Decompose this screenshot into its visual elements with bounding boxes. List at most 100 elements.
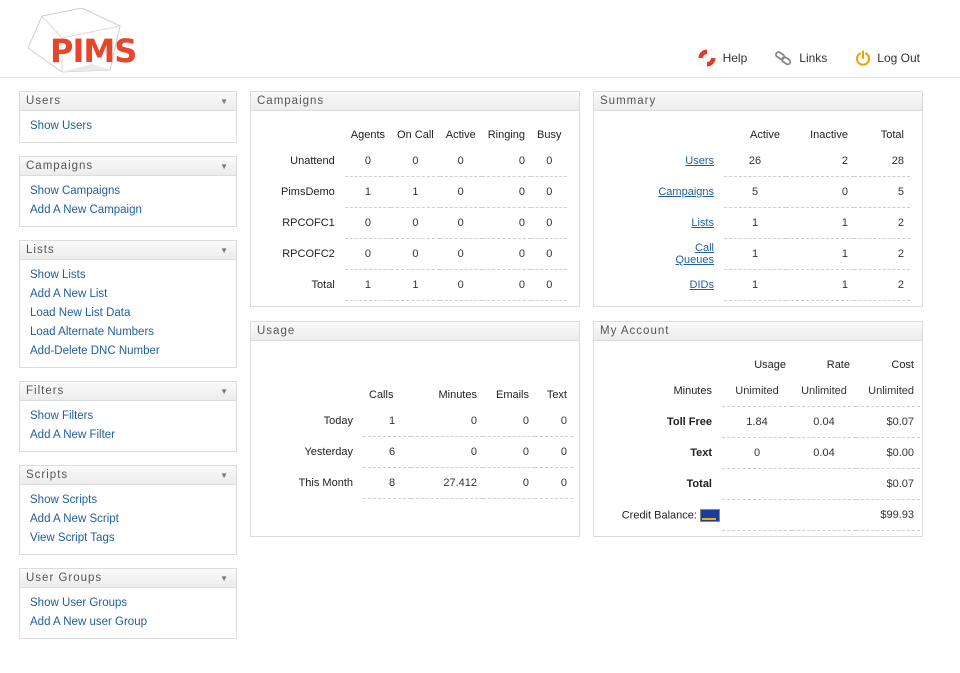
- cell: 1: [786, 207, 854, 239]
- column-header: Calls: [369, 389, 394, 401]
- column-header: Busy: [537, 129, 562, 141]
- load-alternate-numbers-link[interactable]: Load Alternate Numbers: [30, 326, 155, 338]
- section-header-user-groups[interactable]: User Groups ▼: [20, 569, 236, 588]
- campaigns-panel: Campaigns Agents On Call Active Ringing …: [250, 91, 580, 307]
- cell: 6: [363, 436, 411, 468]
- section-title: Campaigns: [26, 160, 94, 172]
- visa-card-icon[interactable]: [700, 508, 720, 522]
- row-label: Today: [323, 415, 353, 428]
- sidebar-section-filters: Filters ▼ Show Filters Add A New Filter: [19, 381, 237, 452]
- sidebar: Users ▼ Show Users Campaigns ▼ Show Camp…: [19, 91, 237, 652]
- column-header: On Call: [397, 129, 434, 141]
- load-list-data-link[interactable]: Load New List Data: [30, 307, 131, 319]
- collapse-arrow-icon[interactable]: ▼: [220, 574, 228, 583]
- summary-lists-link[interactable]: Lists: [691, 217, 714, 229]
- cell: 0: [439, 146, 482, 177]
- cell: 0: [391, 238, 440, 270]
- cell: 0: [439, 176, 482, 208]
- show-scripts-link[interactable]: Show Scripts: [30, 494, 98, 506]
- sidebar-section-campaigns: Campaigns ▼ Show Campaigns Add A New Cam…: [19, 156, 237, 227]
- section-header-scripts[interactable]: Scripts ▼: [20, 466, 236, 485]
- table-row: Call Queues 1 1 2: [652, 238, 910, 270]
- column-header: Minutes: [438, 389, 477, 401]
- section-header-users[interactable]: Users ▼: [20, 92, 236, 111]
- cell: 0: [439, 269, 482, 301]
- sidebar-section-users: Users ▼ Show Users: [19, 91, 237, 143]
- add-campaign-link[interactable]: Add A New Campaign: [30, 204, 142, 216]
- cell: 1: [344, 269, 392, 301]
- table-row: Users 26 2 28: [652, 146, 910, 177]
- cell: 0: [531, 207, 568, 239]
- section-title: User Groups: [26, 572, 103, 584]
- view-script-tags-link[interactable]: View Script Tags: [30, 532, 115, 544]
- collapse-arrow-icon[interactable]: ▼: [220, 387, 228, 396]
- cell: 0: [391, 146, 440, 177]
- cell: $0.07: [856, 406, 920, 438]
- show-users-link[interactable]: Show Users: [30, 120, 92, 132]
- link-icon: [775, 51, 792, 66]
- panel-title: Summary: [594, 92, 922, 111]
- show-filters-link[interactable]: Show Filters: [30, 410, 94, 422]
- cell: 5: [854, 176, 910, 208]
- collapse-arrow-icon[interactable]: ▼: [220, 471, 228, 480]
- cell: 0: [483, 406, 535, 437]
- cell: 1: [786, 269, 854, 301]
- section-header-campaigns[interactable]: Campaigns ▼: [20, 157, 236, 176]
- section-header-filters[interactable]: Filters ▼: [20, 382, 236, 401]
- show-lists-link[interactable]: Show Lists: [30, 269, 86, 281]
- table-header-row: Active Inactive Total: [652, 124, 910, 146]
- credit-balance-value: $99.93: [856, 499, 920, 531]
- cell: 1: [724, 269, 786, 301]
- row-label: Unattend: [290, 155, 335, 168]
- table-row: Text 0 0.04 $0.00: [610, 437, 920, 469]
- row-label: RPCOFC1: [282, 217, 335, 229]
- table-row: RPCOFC1 0 0 0 0 0: [275, 207, 568, 239]
- cell: $0.07: [856, 468, 920, 500]
- cell: 1: [391, 269, 440, 301]
- table-row: Minutes Unimited Unlimited Unlimited: [610, 376, 920, 407]
- sidebar-section-user-groups: User Groups ▼ Show User Groups Add A New…: [19, 568, 237, 639]
- top-navigation: Help Links Log Out: [697, 48, 920, 68]
- show-user-groups-link[interactable]: Show User Groups: [30, 597, 128, 609]
- summary-call-queues-link[interactable]: Call Queues: [675, 242, 714, 266]
- show-campaigns-link[interactable]: Show Campaigns: [30, 185, 121, 197]
- cell: 0: [411, 406, 483, 437]
- links-link[interactable]: Links: [775, 48, 827, 68]
- panel-title: My Account: [594, 322, 922, 341]
- collapse-arrow-icon[interactable]: ▼: [220, 97, 228, 106]
- cell: 0: [344, 146, 392, 177]
- table-header-row: Agents On Call Active Ringing Busy: [275, 124, 567, 146]
- summary-campaigns-link[interactable]: Campaigns: [658, 186, 714, 198]
- collapse-arrow-icon[interactable]: ▼: [220, 162, 228, 171]
- cell: 0: [391, 207, 440, 239]
- cell: 2: [854, 238, 910, 270]
- add-list-link[interactable]: Add A New List: [30, 288, 108, 300]
- add-delete-dnc-link[interactable]: Add-Delete DNC Number: [30, 345, 160, 357]
- power-icon: [856, 50, 871, 66]
- panel-title: Campaigns: [251, 92, 579, 111]
- pims-logo[interactable]: PIMS: [22, 7, 137, 74]
- summary-dids-link[interactable]: DIDs: [689, 279, 714, 291]
- cell: 1: [363, 406, 411, 437]
- section-title: Filters: [26, 385, 65, 397]
- logout-link[interactable]: Log Out: [855, 48, 920, 68]
- add-filter-link[interactable]: Add A New Filter: [30, 429, 116, 441]
- logout-label: Log Out: [877, 51, 920, 65]
- usage-panel: Usage Calls Minutes Emails Text Today 1 …: [250, 321, 580, 537]
- credit-balance-label: Credit Balance:: [621, 508, 697, 521]
- cell: 28: [854, 146, 910, 177]
- column-header: Rate: [826, 359, 850, 371]
- add-script-link[interactable]: Add A New Script: [30, 513, 119, 525]
- add-user-group-link[interactable]: Add A New user Group: [30, 616, 147, 628]
- table-header-row: Usage Rate Cost: [610, 354, 920, 376]
- cell: 0: [786, 176, 854, 208]
- collapse-arrow-icon[interactable]: ▼: [220, 246, 228, 255]
- row-label: PimsDemo: [281, 186, 335, 198]
- cell: 0: [722, 437, 792, 469]
- section-header-lists[interactable]: Lists ▼: [20, 241, 236, 260]
- column-header: Cost: [891, 359, 914, 371]
- column-header: Total: [880, 129, 904, 141]
- summary-users-link[interactable]: Users: [685, 155, 714, 168]
- table-row: RPCOFC2 0 0 0 0 0: [275, 238, 568, 270]
- help-link[interactable]: Help: [697, 48, 747, 68]
